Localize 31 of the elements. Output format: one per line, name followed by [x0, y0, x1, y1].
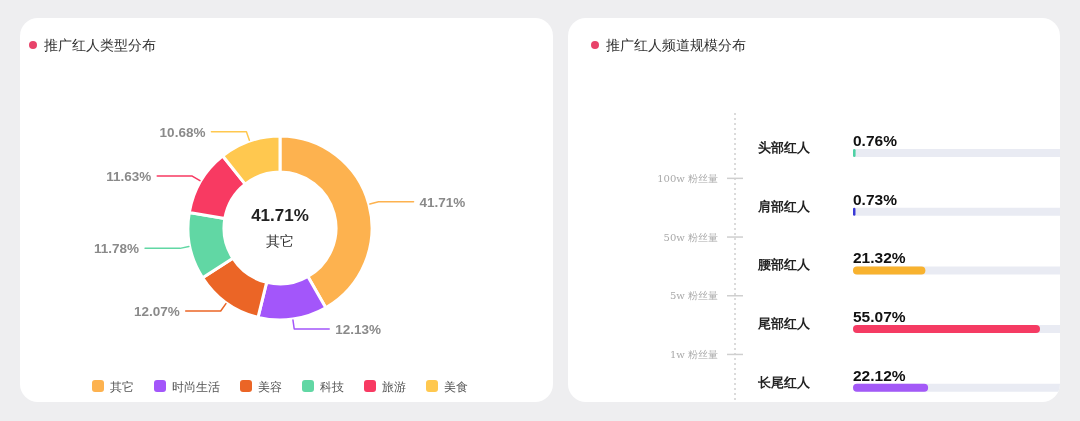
data-label: 12.13%: [335, 322, 382, 337]
data-label: 22.12%: [853, 366, 906, 384]
text: 推广红人频道规模分布: [606, 37, 746, 53]
data-label: 21.32%: [853, 249, 906, 267]
legend-label: 美容: [258, 379, 282, 394]
y-tick-label: 尾部红人: [757, 316, 811, 332]
text: 其它: [266, 233, 294, 249]
data-label: 41.71%: [419, 194, 466, 210]
text: 1w 粉丝量: [669, 348, 718, 360]
legend-label: 美食: [444, 379, 468, 394]
text: 5w 粉丝量: [669, 290, 718, 302]
chart-title: 推广红人类型分布: [44, 37, 156, 53]
data-label: 0.73%: [853, 190, 898, 208]
y-tick-label: 肩部红人: [757, 198, 811, 214]
text: 100w 粉丝量: [657, 172, 718, 184]
data-label: 0.76%: [853, 132, 898, 149]
data-label: 55.07%: [853, 308, 906, 326]
y-tick-label: 头部红人: [758, 140, 811, 155]
data-label: 11.78%: [94, 241, 140, 257]
data-label: 11.63%: [106, 169, 152, 185]
y-tick-label: 腰部红人: [757, 257, 811, 273]
legend-label: 其它: [110, 379, 134, 394]
bar: [853, 149, 856, 157]
data-label: 10.68%: [159, 124, 206, 140]
legend-label: 科技: [320, 379, 344, 394]
text: 41.71%: [251, 206, 309, 225]
legend-label: 时尚生活: [172, 379, 220, 394]
legend-label: 旅游: [382, 379, 406, 394]
y-tick-label: 长尾红人: [757, 374, 811, 390]
data-label: 12.07%: [133, 303, 180, 319]
text: 50w 粉丝量: [663, 231, 718, 243]
